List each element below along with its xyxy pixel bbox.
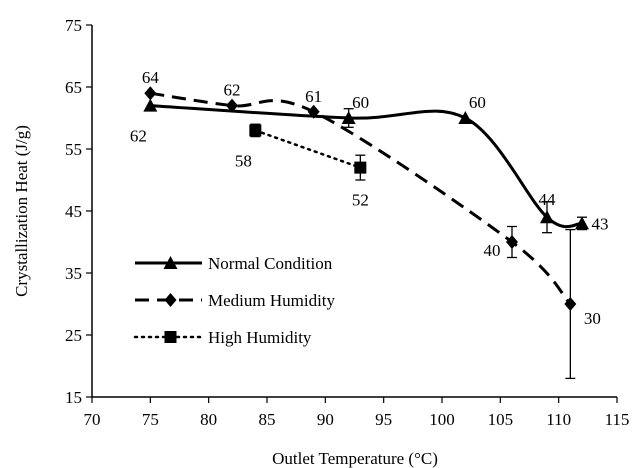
series-high-humidity [249, 123, 367, 181]
series-medium-humidity [144, 86, 577, 380]
data-label: 62 [130, 127, 147, 146]
data-point [458, 111, 473, 124]
data-point [341, 111, 356, 124]
data-point [249, 124, 262, 137]
y-tick-label: 75 [65, 16, 82, 35]
x-tick-label: 80 [200, 410, 217, 429]
data-label: 64 [142, 68, 160, 87]
series-line [150, 91, 572, 306]
legend-marker [164, 331, 177, 343]
data-point [144, 86, 157, 101]
legend-item-high-humidity: High Humidity [133, 328, 312, 347]
data-point [564, 297, 577, 311]
y-tick-label: 55 [65, 140, 82, 159]
legend: Normal Condition Medium Humidity High Humi… [133, 254, 336, 347]
series-line [254, 129, 362, 169]
y-tick-label: 65 [65, 78, 82, 97]
legend-label: Medium Humidity [208, 291, 336, 310]
legend-item-normal-condition: Normal Condition [135, 254, 333, 273]
data-label: 44 [539, 190, 557, 209]
data-label: 43 [592, 214, 609, 233]
legend-marker [164, 293, 177, 307]
y-tick-label: 35 [65, 264, 82, 283]
data-label: 60 [469, 93, 486, 112]
data-label: 61 [305, 87, 322, 106]
data-point [226, 98, 238, 113]
legend-item-medium-humidity: Medium Humidity [135, 291, 336, 310]
y-tick-label: 45 [65, 202, 82, 221]
data-label: 52 [352, 191, 369, 210]
x-tick-label: 75 [142, 410, 159, 429]
y-tick-labels: 15 25 35 45 55 65 75 [65, 16, 82, 407]
x-axis-title: Outlet Temperature (°C) [272, 449, 438, 468]
series-normal-condition [143, 98, 589, 234]
data-point [506, 235, 518, 249]
x-tick-label: 70 [84, 410, 101, 429]
series [143, 86, 589, 380]
x-tick-label: 85 [259, 410, 276, 429]
x-tick-label: 110 [546, 410, 571, 429]
x-tick-label: 115 [605, 410, 630, 429]
y-axis-title: Crystallization Heat (J/g) [12, 125, 31, 297]
legend-label: Normal Condition [208, 254, 333, 273]
axes [86, 24, 618, 403]
data-point [307, 104, 320, 119]
data-point [354, 161, 367, 174]
legend-label: High Humidity [208, 328, 312, 347]
legend-marker [163, 256, 178, 269]
data-point [540, 210, 554, 224]
data-label: 60 [352, 93, 369, 112]
data-label: 58 [235, 151, 252, 170]
data-label: 62 [224, 81, 241, 100]
y-tick-label: 15 [65, 388, 82, 407]
data-point [143, 98, 158, 112]
y-tick-label: 25 [65, 326, 82, 345]
data-labels: 62 60 60 44 43 64 62 61 40 30 58 52 [130, 68, 609, 328]
x-tick-label: 100 [429, 410, 455, 429]
x-tick-label: 90 [317, 410, 334, 429]
data-point [575, 216, 589, 230]
x-tick-labels: 70 75 80 85 90 95 100 105 110 115 [84, 410, 630, 429]
data-label: 30 [584, 309, 601, 328]
x-tick-label: 95 [375, 410, 392, 429]
data-label: 40 [484, 241, 501, 260]
x-tick-label: 105 [488, 410, 514, 429]
